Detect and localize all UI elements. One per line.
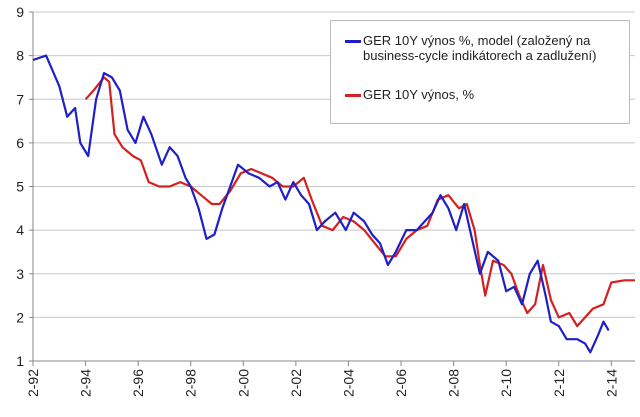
x-tick-label: 2-04 xyxy=(340,369,356,397)
legend-label-model: GER 10Y výnos %, model (založený na busi… xyxy=(363,33,597,63)
x-tick-label: 2-92 xyxy=(25,369,41,397)
x-tick-label: 2-96 xyxy=(130,369,146,397)
y-tick-label: 6 xyxy=(16,135,24,151)
y-tick-label: 3 xyxy=(16,266,24,282)
legend-swatch-red xyxy=(345,94,361,97)
series-line-model xyxy=(32,54,610,354)
y-tick-label: 7 xyxy=(16,91,24,107)
legend-swatch-blue xyxy=(345,40,361,43)
x-tick-label: 2-98 xyxy=(183,369,199,397)
y-tick-label: 4 xyxy=(16,222,24,238)
x-tick-label: 2-94 xyxy=(78,369,94,397)
legend: GER 10Y výnos %, model (založený na busi… xyxy=(330,20,630,124)
legend-label-actual: GER 10Y výnos, % xyxy=(363,87,475,102)
x-tick-label: 2-10 xyxy=(498,369,514,397)
x-tick-label: 2-02 xyxy=(288,369,304,397)
series-line-actual xyxy=(84,76,635,328)
legend-item-actual: GER 10Y výnos, % xyxy=(345,87,474,102)
x-tick-label: 2-08 xyxy=(446,369,462,397)
y-tick-label: 2 xyxy=(16,309,24,325)
x-tick-label: 2-12 xyxy=(551,369,567,397)
y-tick-label: 1 xyxy=(16,353,24,369)
legend-item-model: GER 10Y výnos %, model (založený na busi… xyxy=(345,33,629,63)
x-tick-label: 2-00 xyxy=(235,369,251,397)
y-tick-label: 9 xyxy=(16,4,24,20)
x-tick-label: 2-06 xyxy=(393,369,409,397)
y-tick-label: 8 xyxy=(16,48,24,64)
y-tick-label: 5 xyxy=(16,179,24,195)
x-tick-label: 2-14 xyxy=(603,369,619,397)
